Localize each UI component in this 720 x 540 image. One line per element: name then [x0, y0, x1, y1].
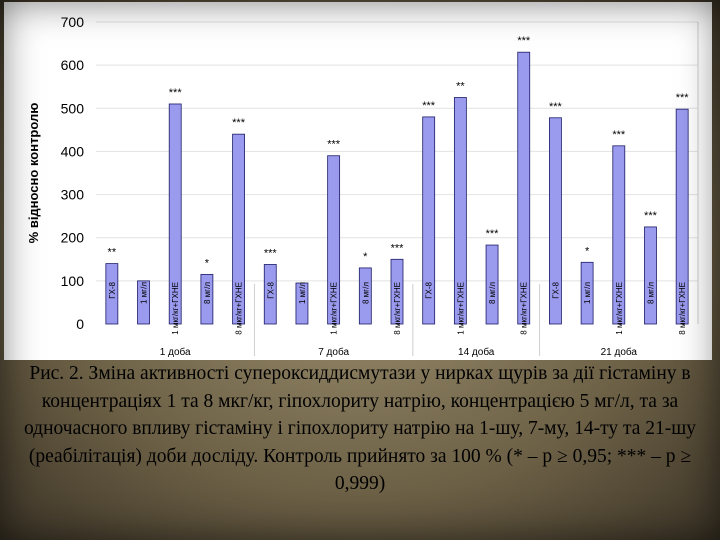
- y-tick-label: 0: [76, 316, 84, 332]
- bar: [105, 263, 119, 325]
- y-tick-label: 300: [61, 187, 85, 203]
- significance-label: *: [363, 251, 368, 263]
- x-category-label: 8 мг/л: [361, 282, 370, 304]
- bar: [612, 145, 626, 325]
- bar: [549, 117, 562, 325]
- significance-label: *: [585, 245, 590, 257]
- x-category-label: ГХ-8: [266, 281, 275, 298]
- group-label: 21 доба: [601, 346, 638, 358]
- x-category-label: ГХ-8: [425, 281, 434, 298]
- x-category-label: 8 мг/л: [488, 282, 497, 304]
- y-tick-label: 200: [61, 230, 85, 246]
- x-category-label: 8 мг/л: [203, 282, 212, 304]
- significance-label: ***: [644, 210, 658, 222]
- x-category-label: ГХ-8: [551, 281, 560, 298]
- significance-label: ***: [391, 242, 405, 254]
- bar: [675, 108, 689, 325]
- x-category-label: 1 мг/л: [298, 282, 307, 304]
- y-tick-label: 100: [61, 273, 85, 289]
- bar: [517, 51, 531, 325]
- bar: [295, 282, 309, 325]
- x-category-label: 8 мг/л: [646, 282, 655, 304]
- bar: [137, 280, 150, 325]
- x-category-label: 1 мкг/кг+ГХНЕ: [171, 282, 180, 335]
- figure-caption: Рис. 2. Зміна активності супероксиддисму…: [23, 363, 697, 494]
- x-category-label: 1 мкг/кг+ГХНЕ: [615, 282, 624, 335]
- y-tick-label: 400: [61, 143, 85, 159]
- x-category-label: 1 мг/л: [583, 282, 592, 304]
- bar: [580, 261, 594, 325]
- bar: [390, 258, 404, 325]
- bar-chart: 0 100 200 300 400 500 600 700 % відносно контрол…: [26, 14, 699, 358]
- x-category-label: 8 мкг/кг+ГХНЕ: [520, 282, 529, 335]
- significance-label: ***: [232, 117, 246, 129]
- group-label: 7 доба: [318, 346, 349, 358]
- significance-label: ***: [517, 35, 531, 47]
- x-category-label: 8 мкг/кг+ГХНЕ: [235, 282, 244, 335]
- significance-label: ***: [327, 139, 341, 151]
- significance-label: ***: [422, 100, 436, 112]
- significance-label: ***: [549, 101, 563, 113]
- significance-label: ***: [264, 247, 278, 259]
- significance-label: ***: [169, 87, 183, 99]
- bar: [644, 226, 657, 325]
- group-label: 1 доба: [160, 346, 191, 358]
- significance-label: ***: [486, 228, 500, 240]
- y-axis-label: % відносно контролю: [26, 103, 41, 244]
- significance-label: **: [456, 81, 465, 93]
- y-tick-label: 600: [61, 57, 85, 73]
- significance-label: ***: [676, 92, 690, 104]
- x-category-label: 8 мкг/кг+ГХНЕ: [393, 282, 402, 335]
- bar: [263, 264, 277, 325]
- y-tick-label: 700: [61, 14, 85, 30]
- bar: [232, 133, 245, 325]
- significance-label: ***: [612, 129, 626, 141]
- x-category-label: 1 мкг/кг+ГХНЕ: [456, 282, 465, 335]
- x-category-label: 1 мг/л: [140, 282, 149, 304]
- bar: [358, 267, 372, 325]
- group-label: 14 доба: [458, 346, 495, 358]
- bar: [453, 97, 467, 325]
- x-category-label: 1 мкг/кг+ГХНЕ: [330, 282, 339, 335]
- bar: [485, 244, 499, 325]
- x-category-label: 8 мкг/кг+ГХНЕ: [678, 282, 687, 335]
- x-category-label: ГХ-8: [108, 281, 117, 298]
- bar: [327, 155, 341, 325]
- significance-label: *: [205, 257, 210, 269]
- y-tick-label: 500: [61, 100, 85, 116]
- significance-label: **: [108, 247, 117, 259]
- chart-panel: 0 100 200 300 400 500 600 700 % відносно контрол…: [4, 2, 712, 360]
- bar: [422, 116, 436, 325]
- bar: [168, 103, 182, 325]
- bar: [200, 273, 214, 325]
